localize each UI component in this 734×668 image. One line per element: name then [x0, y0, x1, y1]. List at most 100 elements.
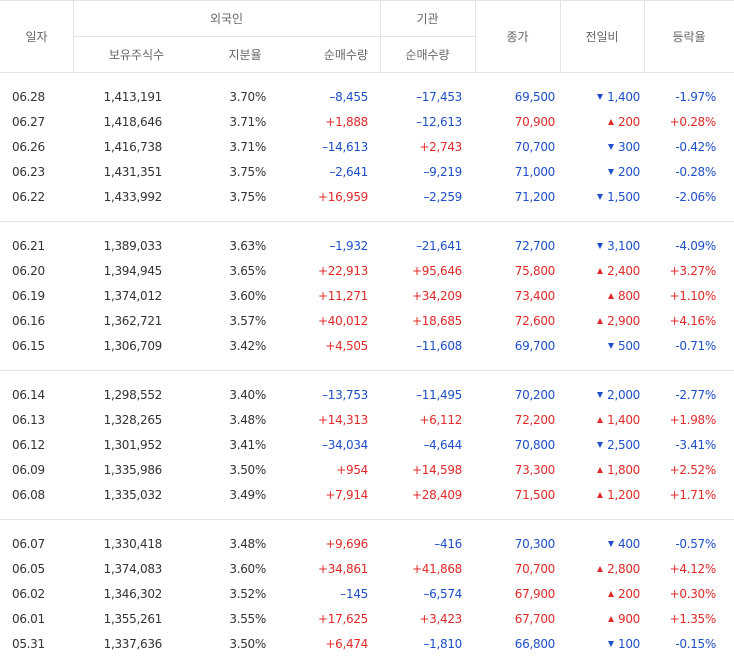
holdings: 1,335,986	[103, 462, 163, 477]
foreign-net-cell: +17,625	[277, 607, 380, 632]
close: 66,800	[514, 636, 556, 651]
border	[560, 0, 561, 72]
close: 71,000	[514, 164, 556, 179]
institution-net: +2,743	[419, 139, 462, 154]
close: 72,700	[514, 238, 556, 253]
rate-cell: +4.12%	[644, 557, 734, 582]
institution-net: –21,641	[416, 238, 462, 253]
header-cell: 전일비	[585, 29, 619, 44]
holdings: 1,346,302	[103, 586, 163, 601]
date-cell: 06.16	[0, 309, 73, 334]
close-cell: 70,300	[475, 532, 560, 557]
ratio-cell: 3.71%	[200, 110, 277, 135]
rate: -0.15%	[675, 636, 716, 651]
institution-net-cell: +41,868	[380, 557, 475, 582]
date-cell: 06.28	[0, 85, 73, 110]
change: 1,500	[607, 189, 640, 204]
foreign-net: +7,914	[325, 487, 368, 502]
change-cell: 2,900	[560, 309, 644, 334]
change-arrow	[597, 242, 604, 249]
date-cell: 05.31	[0, 632, 73, 657]
holdings: 1,362,721	[103, 313, 163, 328]
change: 800	[617, 288, 640, 303]
change-cell: 800	[560, 284, 644, 309]
foreign-net: –13,753	[322, 387, 368, 402]
rate: -2.77%	[675, 387, 716, 402]
ratio: 3.42%	[229, 338, 266, 353]
institution-net: +3,423	[419, 611, 462, 626]
change-arrow	[597, 93, 604, 100]
rate: +2.52%	[669, 462, 717, 477]
institution-net: –11,495	[416, 387, 462, 402]
date: 06.21	[12, 238, 45, 253]
institution-net: +14,598	[412, 462, 462, 477]
holdings-cell: 1,306,709	[73, 334, 200, 359]
foreign-net-cell: –1,932	[277, 234, 380, 259]
change: 2,000	[607, 387, 640, 402]
holdings-cell: 1,362,721	[73, 309, 200, 334]
foreign-net: +17,625	[318, 611, 368, 626]
change-cell: 200	[560, 160, 644, 185]
foreign-net: +954	[336, 462, 368, 477]
close-cell: 72,200	[475, 408, 560, 433]
ratio: 3.63%	[229, 238, 266, 253]
institution-net: +41,868	[412, 561, 462, 576]
date: 06.02	[12, 586, 45, 601]
change-arrow	[597, 565, 604, 572]
holdings-cell: 1,355,261	[73, 607, 200, 632]
change-cell: 200	[560, 582, 644, 607]
foreign-net: –8,455	[329, 89, 368, 104]
holdings-cell: 1,431,351	[73, 160, 200, 185]
ratio: 3.49%	[229, 487, 266, 502]
institution-net-cell: +18,685	[380, 309, 475, 334]
holdings-cell: 1,337,636	[73, 632, 200, 657]
ratio: 3.60%	[229, 561, 266, 576]
holdings-cell: 1,394,945	[73, 259, 200, 284]
change-arrow	[607, 118, 614, 125]
ratio-cell: 3.50%	[200, 458, 277, 483]
foreign-net: +9,696	[325, 536, 368, 551]
change-cell: 300	[560, 135, 644, 160]
foreign-net: +40,012	[318, 313, 368, 328]
change-cell: 2,400	[560, 259, 644, 284]
border	[644, 0, 645, 72]
date-cell: 06.15	[0, 334, 73, 359]
border	[475, 0, 476, 72]
foreign-net: –145	[340, 586, 368, 601]
rate-cell: +0.30%	[644, 582, 734, 607]
foreign-net-cell: +6,474	[277, 632, 380, 657]
change: 1,800	[607, 462, 640, 477]
close-cell: 71,200	[475, 185, 560, 210]
change-arrow	[607, 168, 614, 175]
institution-net-cell: –2,259	[380, 185, 475, 210]
ratio: 3.40%	[229, 387, 266, 402]
rate-cell: -3.41%	[644, 433, 734, 458]
ratio: 3.65%	[229, 263, 266, 278]
change: 2,900	[607, 313, 640, 328]
change-cell: 1,800	[560, 458, 644, 483]
rate: -2.06%	[675, 189, 716, 204]
institution-net-cell: +14,598	[380, 458, 475, 483]
foreign-net-cell: +7,914	[277, 483, 380, 508]
institution-net-cell: –12,613	[380, 110, 475, 135]
close: 71,500	[514, 487, 556, 502]
date-cell: 06.12	[0, 433, 73, 458]
date-cell: 06.27	[0, 110, 73, 135]
close: 70,200	[514, 387, 556, 402]
date: 06.19	[12, 288, 45, 303]
close-cell: 70,900	[475, 110, 560, 135]
close: 69,700	[514, 338, 556, 353]
rate-cell: -1.97%	[644, 85, 734, 110]
holdings: 1,433,992	[103, 189, 163, 204]
foreign-net-cell: –145	[277, 582, 380, 607]
holdings: 1,301,952	[103, 437, 163, 452]
foreign-net-cell: +9,696	[277, 532, 380, 557]
holdings-cell: 1,389,033	[73, 234, 200, 259]
rate-cell: -0.42%	[644, 135, 734, 160]
rate: +1.10%	[669, 288, 717, 303]
foreign-net: +16,959	[318, 189, 368, 204]
close-cell: 66,800	[475, 632, 560, 657]
institution-net-cell: –17,453	[380, 85, 475, 110]
group-divider	[0, 519, 734, 520]
date: 06.26	[12, 139, 45, 154]
